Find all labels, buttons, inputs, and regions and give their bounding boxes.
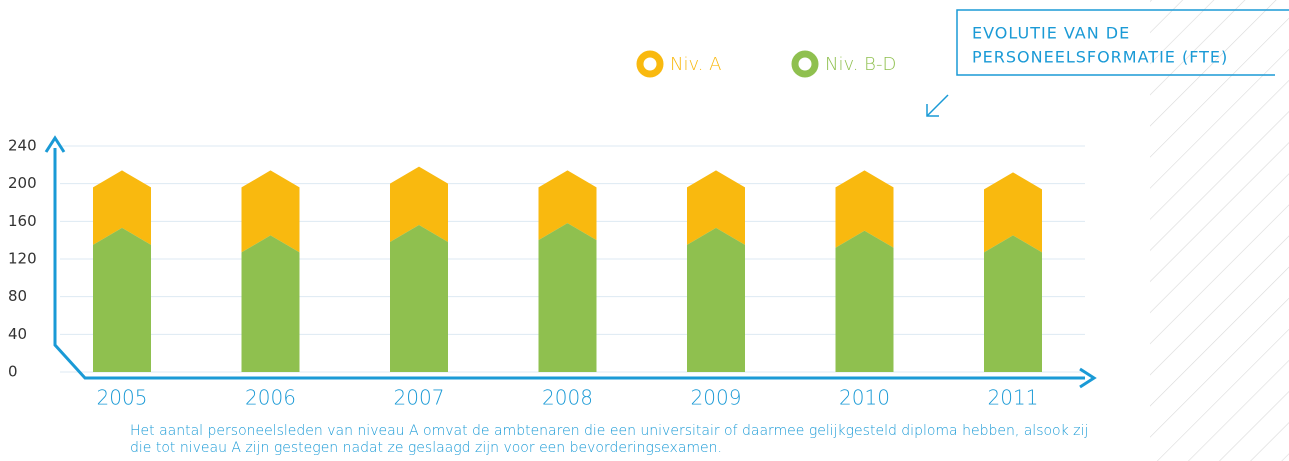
bar-segment	[93, 227, 151, 372]
bar-segment	[687, 170, 745, 245]
bar-segment	[241, 235, 300, 372]
x-tick-label: 2005	[97, 386, 148, 410]
y-tick-label: 80	[8, 287, 27, 305]
axis-arrow	[1079, 367, 1097, 389]
bar-segment	[538, 170, 597, 241]
chart-title: EVOLUTIE VAN DE	[972, 24, 1130, 43]
bar-segment	[390, 225, 448, 372]
x-tick-label: 2009	[691, 386, 742, 410]
bar-segment	[390, 166, 448, 243]
y-tick-label: 200	[8, 174, 37, 192]
y-tick-label: 120	[8, 250, 37, 268]
x-tick-label: 2011	[988, 386, 1039, 410]
legend-label: Niv. B-D	[825, 54, 896, 75]
chart-title: PERSONEELSFORMATIE (FTE)	[972, 48, 1228, 67]
bar-segment	[984, 172, 1042, 253]
axis-arrow	[44, 135, 66, 153]
bar-segment	[835, 230, 894, 372]
bar-segment	[93, 170, 151, 245]
bar-segment	[984, 235, 1042, 372]
bar-segment	[241, 170, 300, 253]
title-arrow	[926, 94, 949, 117]
y-tick-label: 40	[8, 325, 27, 343]
hatch-background	[1150, 0, 1289, 461]
caption: Het aantal personeelsleden van niveau A …	[130, 423, 1089, 456]
x-tick-label: 2007	[394, 386, 445, 410]
y-tick-label: 0	[8, 363, 18, 381]
legend-marker	[636, 50, 664, 78]
x-tick-label: 2008	[542, 386, 593, 410]
bar-segment	[835, 170, 894, 248]
x-tick-label: 2006	[245, 386, 296, 410]
bar-segment	[538, 223, 597, 372]
y-tick-label: 240	[8, 137, 37, 155]
x-tick-label: 2010	[839, 386, 890, 410]
y-tick-label: 160	[8, 212, 37, 230]
bar-segment	[687, 227, 745, 372]
axis	[53, 148, 1085, 380]
legend-marker	[791, 50, 819, 78]
title-box	[956, 9, 1289, 76]
legend-label: Niv. A	[670, 54, 721, 75]
